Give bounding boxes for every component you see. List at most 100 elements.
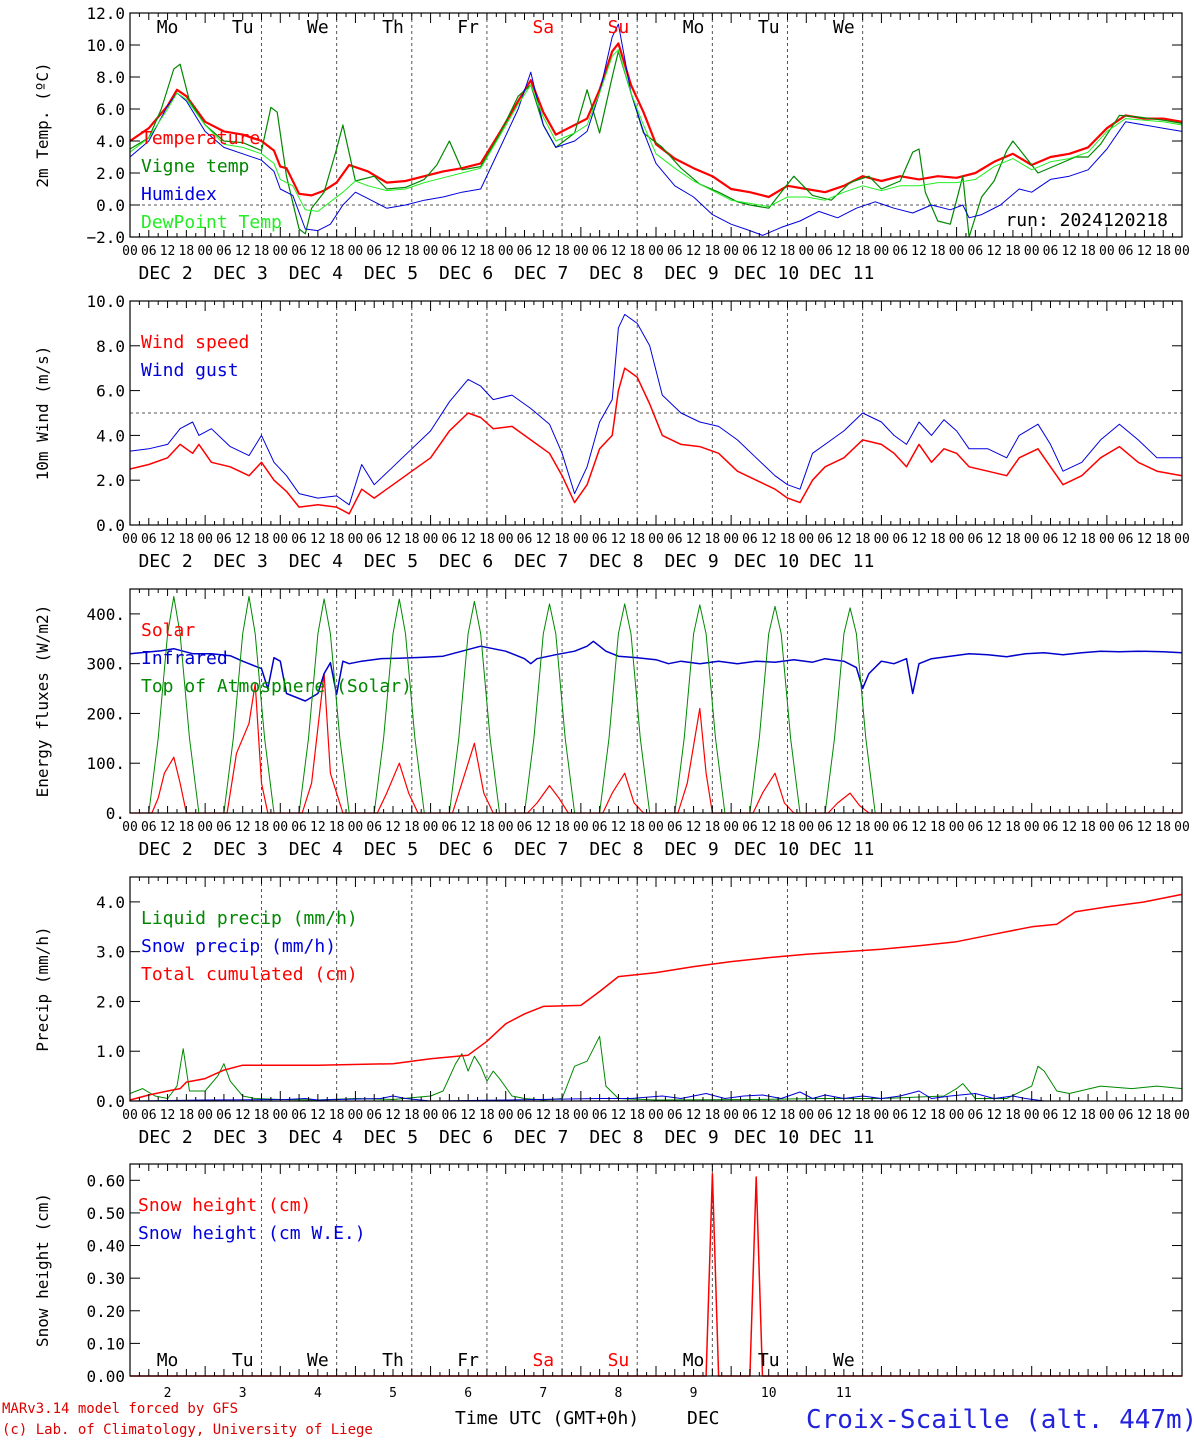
hour-label: 18 (629, 244, 645, 259)
hour-label: 12 (535, 244, 551, 259)
hour-label: 00 (423, 532, 439, 547)
panel-precip: 0.0 1.0 2.0 3.0 4.0 Precip (mm/h) Liquid preci… (33, 876, 1190, 1148)
y-tick-label: 0. (106, 804, 125, 823)
hour-label: 06 (216, 244, 232, 259)
x-axis-month: DEC (687, 1408, 720, 1429)
hour-label: 06 (216, 820, 232, 835)
hour-label: 18 (179, 820, 195, 835)
date-label: DEC 7 (514, 263, 568, 284)
hour-label: 12 (911, 1108, 927, 1123)
hour-label: 12 (310, 1108, 326, 1123)
date-label: DEC 10 (734, 551, 799, 572)
y-axis-label: 2m Temp. (ºC) (33, 62, 52, 187)
day-label: Th (382, 17, 404, 38)
hour-label: 12 (235, 820, 251, 835)
legend-entry: Humidex (141, 184, 217, 205)
hour-label: 12 (911, 820, 927, 835)
hour-label: 12 (686, 1108, 702, 1123)
hour-label: 18 (404, 244, 420, 259)
y-tick-label: 0.0 (96, 516, 125, 535)
hour-label: 18 (930, 244, 946, 259)
hour-label: 12 (385, 532, 401, 547)
hour-label: 00 (348, 820, 364, 835)
date-label: DEC 11 (809, 839, 874, 860)
hour-label: 12 (235, 1108, 251, 1123)
hour-label: 06 (291, 532, 307, 547)
date-label: DEC 4 (289, 1127, 343, 1148)
hour-label: 06 (817, 532, 833, 547)
date-label: DEC 3 (214, 839, 268, 860)
date-label: DEC 5 (364, 551, 418, 572)
date-label: DEC 5 (364, 839, 418, 860)
hour-label: 00 (272, 244, 288, 259)
hour-label: 00 (1174, 244, 1190, 259)
hour-label: 18 (629, 532, 645, 547)
date-label: DEC 4 (289, 263, 343, 284)
hour-label: 06 (1043, 820, 1059, 835)
hour-label: 18 (1005, 244, 1021, 259)
hour-label: 00 (648, 244, 664, 259)
y-tick-label: 100. (86, 754, 125, 773)
hour-label: 00 (423, 1108, 439, 1123)
day-label: Tu (232, 17, 254, 38)
hour-label: 18 (329, 1108, 345, 1123)
hour-label: 12 (460, 1108, 476, 1123)
hour-label: 00 (348, 532, 364, 547)
hour-label: 00 (949, 244, 965, 259)
hour-label: 18 (1080, 532, 1096, 547)
hour-label: 06 (742, 820, 758, 835)
hour-label: 18 (554, 820, 570, 835)
hour-label: 12 (761, 532, 777, 547)
hour-label: 00 (648, 532, 664, 547)
y-tick-label: 4.0 (96, 132, 125, 151)
hour-label: 12 (535, 1108, 551, 1123)
hour-label: 12 (761, 244, 777, 259)
hour-label: 12 (911, 532, 927, 547)
hour-label: 00 (648, 1108, 664, 1123)
legend-entry: Wind gust (141, 360, 239, 381)
hour-label: 06 (1118, 244, 1134, 259)
hour-label: 06 (1043, 532, 1059, 547)
hour-label: 18 (1080, 244, 1096, 259)
hour-label: 00 (1024, 532, 1040, 547)
legend-entry: Top of Atmosphere (Solar) (141, 676, 412, 697)
hour-label: 06 (366, 532, 382, 547)
hour-label: 18 (254, 244, 270, 259)
y-tick-label: 400. (86, 605, 125, 624)
hour-label: 12 (611, 1108, 627, 1123)
hour-label: 06 (1043, 244, 1059, 259)
hour-label: 12 (1061, 532, 1077, 547)
day-label: Su (608, 17, 630, 38)
hour-label: 12 (235, 532, 251, 547)
hour-label: 12 (160, 1108, 176, 1123)
hour-label: 12 (160, 820, 176, 835)
date-label: DEC 7 (514, 1127, 568, 1148)
y-tick-label: −2.0 (86, 228, 125, 247)
hour-label: 06 (442, 244, 458, 259)
hour-label: 06 (892, 1108, 908, 1123)
hour-label: 12 (836, 532, 852, 547)
day-number-label: 7 (539, 1386, 547, 1401)
copyright-credit: (c) Lab. of Climatology, University of L… (2, 1422, 373, 1438)
hour-label: 12 (385, 820, 401, 835)
y-tick-label: 0.30 (86, 1269, 125, 1288)
hour-label: 00 (798, 820, 814, 835)
day-label: Sa (532, 1350, 554, 1371)
hour-label: 06 (141, 820, 157, 835)
legend-entry: Total cumulated (cm) (141, 964, 358, 985)
day-label: Mo (683, 1350, 705, 1371)
hour-label: 18 (554, 1108, 570, 1123)
y-axis-label: Energy fluxes (W/m2) (33, 605, 52, 798)
date-label: DEC 3 (214, 1127, 268, 1148)
day-label: Tu (758, 1350, 780, 1371)
station-name: Croix-Scaille (alt. 447m) (806, 1405, 1194, 1435)
hour-label: 12 (235, 244, 251, 259)
hour-label: 12 (1137, 1108, 1153, 1123)
hour-label: 12 (460, 820, 476, 835)
hour-label: 06 (667, 820, 683, 835)
date-label: DEC 2 (138, 839, 192, 860)
hour-label: 12 (1137, 244, 1153, 259)
hour-label: 18 (1155, 244, 1171, 259)
hour-label: 12 (761, 820, 777, 835)
hour-label: 12 (1061, 244, 1077, 259)
